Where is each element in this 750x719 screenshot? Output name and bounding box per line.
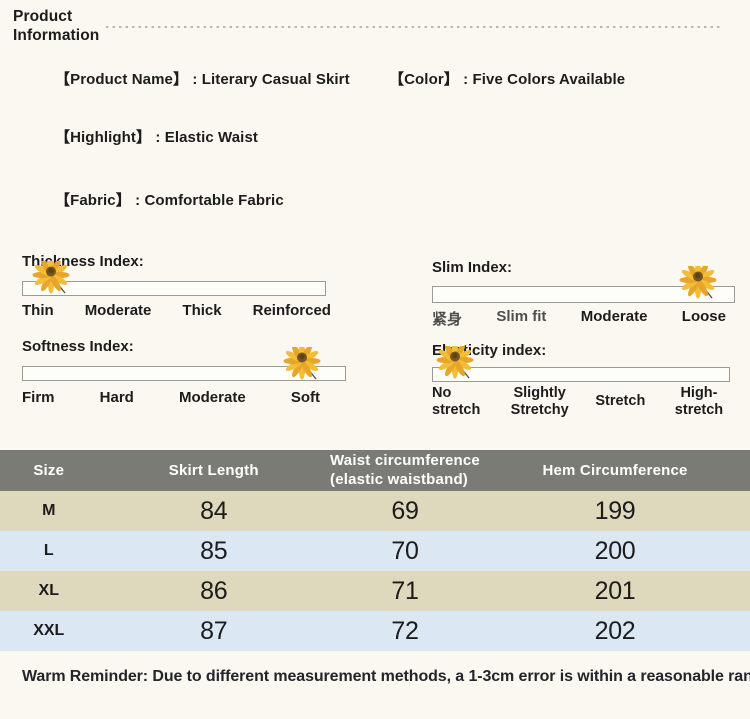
table-row: XXL 87 72 202 bbox=[0, 611, 750, 651]
skirt-length-cell: 84 bbox=[97, 491, 330, 531]
skirt-length-cell: 86 bbox=[97, 571, 330, 611]
elasticity-index-labels: No stretch Slightly Stretchy Stretch Hig… bbox=[432, 383, 728, 421]
index-label: Thick bbox=[182, 302, 222, 319]
thickness-index-title: Thickness Index: bbox=[22, 253, 144, 270]
softness-index-labels: Firm Hard Moderate Soft bbox=[22, 389, 320, 406]
index-label: Slightly Stretchy bbox=[510, 384, 569, 418]
softness-index-title: Softness Index: bbox=[22, 338, 134, 355]
col-header-waist: Waist circumference (elastic waistband) bbox=[330, 450, 480, 491]
index-label: Slim fit bbox=[496, 308, 547, 325]
index-label: Thin bbox=[22, 302, 54, 319]
size-cell: L bbox=[0, 531, 98, 571]
slim-index-title: Slim Index: bbox=[432, 259, 513, 276]
slim-index-section: Slim Index: 紧身 Slim fit Moderate Loose bbox=[432, 259, 737, 337]
hem-cell: 200 bbox=[480, 531, 750, 571]
index-label: High-stretch bbox=[674, 384, 724, 418]
elasticity-index-title: Elasticity index: bbox=[432, 342, 547, 359]
table-row: XL 86 71 201 bbox=[0, 571, 750, 611]
col-header-size: Size bbox=[0, 450, 98, 491]
slim-index-bar bbox=[432, 286, 735, 303]
index-label: No stretch bbox=[432, 384, 481, 418]
waist-cell: 69 bbox=[330, 491, 480, 531]
col-header-skirt-length: Skirt Length bbox=[97, 450, 330, 491]
index-label: Loose bbox=[681, 308, 726, 325]
index-label: Soft bbox=[290, 389, 320, 406]
index-label: Moderate bbox=[580, 308, 648, 325]
hem-cell: 202 bbox=[480, 611, 750, 651]
skirt-length-cell: 85 bbox=[97, 531, 330, 571]
thickness-index-section: Thickness Index: Thin Moderate Thick Rei… bbox=[22, 253, 331, 331]
softness-index-section: Softness Index: Firm Hard Moderate Soft bbox=[22, 338, 348, 418]
softness-index-bar bbox=[22, 366, 346, 381]
table-header-row: Size Skirt Length Waist circumference (e… bbox=[0, 450, 750, 491]
size-cell: XL bbox=[0, 571, 98, 611]
index-label: Firm bbox=[22, 389, 55, 406]
index-label: Moderate bbox=[178, 389, 246, 406]
size-table: Size Skirt Length Waist circumference (e… bbox=[0, 450, 750, 651]
page-title: Product Information bbox=[13, 8, 100, 44]
elasticity-index-bar bbox=[432, 367, 730, 382]
thickness-index-bar bbox=[22, 281, 326, 296]
index-label: 紧身 bbox=[432, 311, 463, 328]
table-row: L 85 70 200 bbox=[0, 531, 750, 571]
warm-reminder-text: Warm Reminder: Due to different measurem… bbox=[22, 668, 750, 685]
index-label: Moderate bbox=[84, 302, 152, 319]
elasticity-index-section: Elasticity index: No stretch Slightly St… bbox=[432, 342, 732, 432]
size-cell: XXL bbox=[0, 611, 98, 651]
dotted-divider bbox=[106, 26, 722, 28]
product-fabric-text: 【Fabric】 : Comfortable Fabric bbox=[55, 192, 284, 209]
waist-cell: 72 bbox=[330, 611, 480, 651]
slim-index-labels: 紧身 Slim fit Moderate Loose bbox=[432, 308, 726, 329]
hem-cell: 199 bbox=[480, 491, 750, 531]
table-row: M 84 69 199 bbox=[0, 491, 750, 531]
size-cell: M bbox=[0, 491, 98, 531]
index-label: Hard bbox=[99, 389, 134, 406]
skirt-length-cell: 87 bbox=[97, 611, 330, 651]
col-header-hem: Hem Circumference bbox=[480, 450, 750, 491]
thickness-index-labels: Thin Moderate Thick Reinforced bbox=[22, 302, 331, 319]
index-label: Stretch bbox=[595, 393, 646, 410]
index-label: Reinforced bbox=[252, 302, 331, 319]
waist-cell: 70 bbox=[330, 531, 480, 571]
product-highlight-text: 【Highlight】 : Elastic Waist bbox=[55, 129, 258, 146]
waist-cell: 71 bbox=[330, 571, 480, 611]
product-color-text: 【Color】 : Five Colors Available bbox=[389, 71, 626, 88]
product-name-text: 【Product Name】 : Literary Casual Skirt bbox=[55, 71, 350, 88]
hem-cell: 201 bbox=[480, 571, 750, 611]
